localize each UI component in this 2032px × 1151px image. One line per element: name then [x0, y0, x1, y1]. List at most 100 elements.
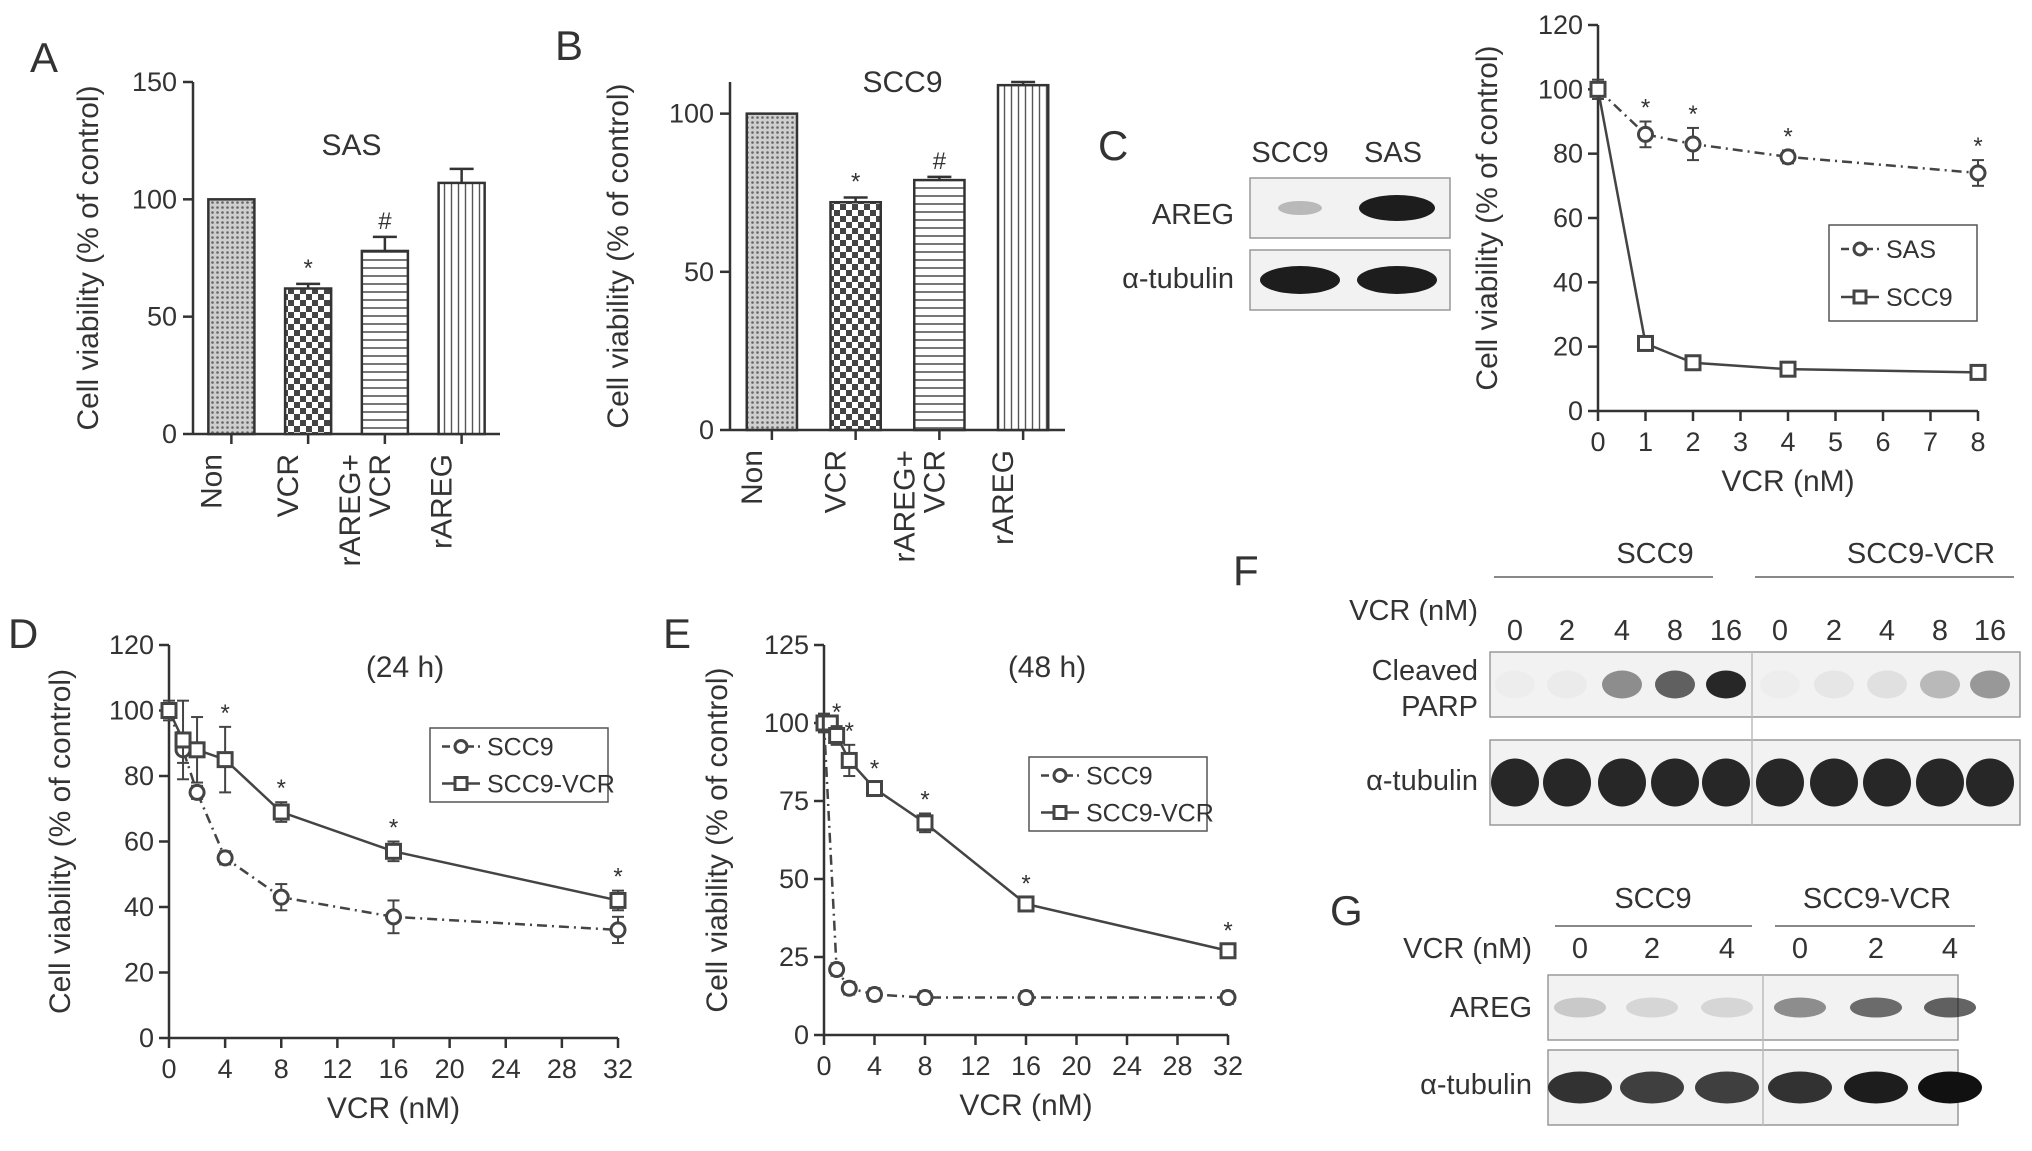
x-tick-label: 8 — [917, 1051, 932, 1081]
chart-title: SCC9 — [862, 66, 942, 99]
protein-band — [1626, 997, 1678, 1018]
y-tick-label: 80 — [124, 761, 154, 791]
data-point — [160, 702, 178, 719]
data-point — [174, 731, 192, 749]
dose-axis-label: VCR (nM) — [1349, 595, 1478, 627]
series-scc9-vcr: * * * * — [160, 699, 627, 912]
legend-marker — [1852, 241, 1868, 257]
protein-band — [1548, 1071, 1612, 1104]
protein-band — [1702, 758, 1750, 807]
protein-band — [1651, 758, 1699, 807]
legend-label: SCC9-VCR — [1086, 800, 1214, 828]
significance-marker: # — [933, 148, 947, 175]
legend-label: SCC9 — [1086, 763, 1153, 791]
x-tick-label: 4 — [867, 1051, 882, 1081]
significance-marker: * — [1223, 918, 1232, 945]
data-point — [1684, 135, 1702, 153]
y-tick-label: 0 — [794, 1020, 809, 1050]
category-label-line: VCR — [364, 454, 397, 517]
significance-marker: * — [1688, 101, 1697, 128]
significance-marker: * — [920, 786, 929, 813]
y-tick-label: 75 — [779, 786, 809, 816]
row-label: AREG — [1152, 199, 1234, 231]
category-label-line: rAREG — [426, 454, 459, 549]
dose-label: 16 — [1974, 615, 2006, 647]
category-label: VCR — [820, 450, 853, 513]
panel-label-a: A — [30, 34, 58, 81]
x-tick-label: 16 — [1011, 1051, 1041, 1081]
line-chart-d: 0 20 40 60 80 100 120 0 4 8 12 16 20 24 28 32 VCR (nM) Ce… — [44, 630, 633, 1125]
x-tick-label: 16 — [378, 1054, 408, 1084]
group-label: SCC9 — [1616, 538, 1693, 570]
protein-band — [1701, 997, 1753, 1018]
y-tick-label: 60 — [1553, 203, 1583, 233]
panel-label-d: D — [8, 610, 38, 657]
dose-label: 4 — [1879, 615, 1895, 647]
bar — [913, 178, 966, 432]
category-label-line: VCR — [272, 454, 305, 517]
protein-band — [1598, 758, 1646, 807]
chart-title: (24 h) — [366, 651, 444, 684]
x-tick-label: 24 — [491, 1054, 521, 1084]
blot-strip-parp — [1489, 651, 2021, 718]
protein-band — [1543, 758, 1591, 807]
dose-label: 4 — [1614, 615, 1630, 647]
x-tick-label: 3 — [1733, 427, 1748, 457]
protein-band — [1774, 997, 1826, 1018]
blot-strip-tubulin — [1547, 1049, 1982, 1126]
data-point — [1684, 354, 1702, 372]
significance-marker: * — [1021, 871, 1030, 898]
y-tick-label: 50 — [147, 302, 177, 332]
blot-strip-areg — [1249, 177, 1451, 239]
data-point — [1969, 164, 1987, 182]
bar — [437, 181, 486, 436]
category-label: Non — [195, 454, 228, 509]
category-label: rAREG — [426, 454, 459, 549]
dose-label: 2 — [1559, 615, 1575, 647]
legend-marker — [1052, 768, 1068, 783]
legend-label: SAS — [1886, 236, 1936, 264]
panel-label-g: G — [1330, 887, 1363, 934]
significance-marker: * — [303, 255, 312, 282]
legend-label: SCC9 — [487, 734, 554, 762]
blot-panel-c: SCC9 SAS AREG α-tubulin — [1122, 137, 1451, 311]
y-axis-label: Cell viability (% of control) — [72, 85, 105, 430]
y-tick-label: 25 — [779, 942, 809, 972]
group-label: SCC9-VCR — [1803, 883, 1951, 915]
bar — [745, 112, 799, 432]
x-tick-label: 7 — [1923, 427, 1938, 457]
bar — [207, 198, 256, 436]
y-tick-label: 20 — [1553, 332, 1583, 362]
y-tick-label: 40 — [1553, 267, 1583, 297]
y-tick-label: 125 — [764, 630, 809, 660]
protein-band — [1768, 1071, 1832, 1104]
y-axis-label: Cell viability (% of control) — [1471, 45, 1504, 390]
protein-band — [1495, 671, 1535, 699]
x-tick-label: 0 — [1590, 427, 1605, 457]
data-point — [1637, 125, 1654, 143]
dose-label: 0 — [1792, 933, 1808, 965]
y-tick-label: 50 — [779, 864, 809, 894]
lane-label: SCC9 — [1251, 137, 1328, 169]
series-scc9 — [815, 714, 1237, 1007]
data-point — [1779, 148, 1797, 166]
dose-label: 2 — [1826, 615, 1842, 647]
legend-marker — [453, 776, 469, 791]
row-label: α-tubulin — [1122, 263, 1234, 295]
protein-band — [1756, 758, 1804, 807]
blot-panel-g: SCC9 SCC9-VCR VCR (nM) 0 2 4 0 2 4 AREG α-tubulin — [1403, 883, 1982, 1126]
y-axis-label: Cell viability (% of control) — [602, 83, 635, 428]
protein-band — [1620, 1071, 1684, 1104]
panel-label-e: E — [663, 610, 691, 657]
y-tick-label: 0 — [699, 415, 714, 445]
protein-band — [1760, 671, 1800, 699]
data-point — [916, 989, 934, 1007]
legend-label: SCC9-VCR — [487, 771, 615, 799]
significance-marker: * — [1973, 133, 1982, 160]
data-point — [272, 803, 290, 821]
x-tick-label: 6 — [1875, 427, 1890, 457]
dose-label: 2 — [1644, 933, 1660, 965]
row-label: α-tubulin — [1420, 1069, 1532, 1101]
group-label: SCC9-VCR — [1847, 538, 1995, 570]
